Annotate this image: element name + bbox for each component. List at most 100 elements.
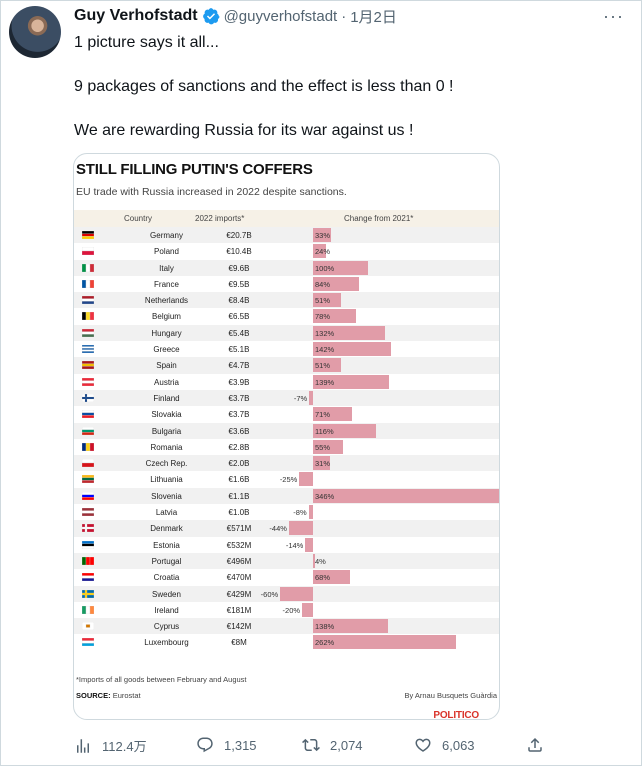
imports-cell: €5.4B bbox=[228, 328, 250, 338]
flag-icon bbox=[81, 442, 95, 452]
tweet-image[interactable]: STILL FILLING PUTIN'S COFFERS EU trade w… bbox=[73, 153, 500, 720]
imports-cell: €8.4B bbox=[228, 296, 250, 306]
table-row: Sweden €429M -60% bbox=[74, 585, 499, 602]
flag-icon bbox=[81, 328, 95, 337]
imports-cell: €9.5B bbox=[228, 279, 250, 289]
change-bar bbox=[313, 456, 330, 471]
flag-icon bbox=[81, 556, 95, 566]
imports-cell: €532M bbox=[226, 540, 252, 550]
change-bar bbox=[280, 586, 313, 601]
country-cell: Slovenia bbox=[151, 491, 182, 501]
share-button[interactable] bbox=[526, 736, 554, 754]
change-label: 4% bbox=[315, 556, 326, 566]
country-cell: Belgium bbox=[152, 312, 181, 322]
change-bar bbox=[313, 374, 390, 389]
country-cell: Greece bbox=[153, 345, 180, 355]
flag-icon bbox=[81, 279, 95, 289]
flag-icon bbox=[81, 573, 95, 582]
flag-icon bbox=[81, 459, 95, 468]
change-label: 346% bbox=[315, 491, 335, 501]
flag-icon bbox=[81, 296, 95, 305]
table-row: Denmark €571M -44% bbox=[74, 520, 499, 537]
imports-cell: €571M bbox=[226, 524, 252, 534]
country-cell: Austria bbox=[154, 377, 179, 387]
change-label: -14% bbox=[285, 540, 304, 550]
country-cell: Spain bbox=[156, 361, 177, 371]
flag-icon bbox=[81, 426, 95, 435]
change-label: 138% bbox=[315, 622, 335, 632]
tweet-header: Guy Verhofstadt @guyverhofstadt · 1月2日 bbox=[74, 6, 397, 26]
chart-byline: By Arnau Busquets Guàrdia bbox=[404, 691, 497, 700]
imports-cell: €5.1B bbox=[228, 345, 250, 355]
retweet-button[interactable]: 2,074 bbox=[302, 736, 363, 754]
change-label: -20% bbox=[282, 605, 301, 615]
flag-icon bbox=[81, 540, 95, 549]
table-row: Latvia €1.0B -8% bbox=[74, 504, 499, 520]
flag-icon bbox=[81, 605, 95, 614]
change-label: 51% bbox=[315, 361, 331, 371]
change-label: 51% bbox=[315, 296, 331, 306]
change-label: 100% bbox=[315, 263, 335, 273]
change-bar bbox=[313, 423, 377, 438]
imports-cell: €3.7B bbox=[228, 410, 250, 420]
table-row: Bulgaria €3.6B 116% bbox=[74, 422, 499, 439]
table-row: Spain €4.7B 51% bbox=[74, 357, 499, 374]
flag-icon bbox=[81, 230, 95, 240]
flag-icon bbox=[81, 475, 95, 484]
imports-cell: €1.6B bbox=[228, 475, 250, 485]
country-cell: Latvia bbox=[155, 508, 178, 518]
change-label: -25% bbox=[279, 475, 298, 485]
like-button[interactable]: 6,063 bbox=[414, 736, 475, 754]
avatar[interactable] bbox=[9, 6, 61, 58]
column-header-change: Change from 2021* bbox=[344, 214, 414, 223]
reply-count: 1,315 bbox=[224, 737, 257, 753]
change-bar bbox=[313, 619, 389, 634]
table-row: Hungary €5.4B 132% bbox=[74, 324, 499, 342]
views-button[interactable]: 112.4万 bbox=[74, 736, 147, 755]
tweet-date[interactable]: 1月2日 bbox=[350, 8, 397, 26]
country-cell: Finland bbox=[153, 393, 180, 403]
table-row: France €9.5B 84% bbox=[74, 276, 499, 292]
change-label: 71% bbox=[315, 410, 331, 420]
tweet-line-2: 9 packages of sanctions and the effect i… bbox=[74, 78, 454, 95]
change-bar bbox=[313, 439, 344, 454]
change-label: 55% bbox=[315, 442, 331, 452]
change-bar bbox=[313, 309, 356, 324]
author-name[interactable]: Guy Verhofstadt bbox=[74, 7, 198, 24]
country-cell: Croatia bbox=[153, 573, 180, 583]
imports-cell: €20.7B bbox=[226, 231, 252, 240]
imports-cell: €9.6B bbox=[228, 263, 250, 273]
country-cell: Denmark bbox=[150, 524, 183, 534]
retweet-icon bbox=[302, 738, 320, 752]
change-bar bbox=[302, 602, 313, 617]
more-icon[interactable]: ··· bbox=[603, 6, 624, 26]
table-row: Cyprus €142M 138% bbox=[74, 618, 499, 635]
country-cell: Bulgaria bbox=[151, 426, 182, 436]
imports-cell: €496M bbox=[226, 556, 252, 566]
chart-source: SOURCE: Eurostat bbox=[76, 691, 141, 700]
change-label: 132% bbox=[315, 328, 335, 338]
table-row: Belgium €6.5B 78% bbox=[74, 308, 499, 324]
imports-cell: €429M bbox=[226, 589, 252, 599]
tweet-line-3: We are rewarding Russia for its war agai… bbox=[74, 122, 414, 139]
country-cell: Italy bbox=[159, 263, 174, 273]
imports-cell: €2.8B bbox=[228, 442, 250, 452]
change-bar bbox=[313, 488, 499, 503]
flag-icon bbox=[81, 410, 95, 419]
imports-cell: €4.7B bbox=[228, 361, 250, 371]
change-bar bbox=[308, 505, 313, 520]
tweet-line-1: 1 picture says it all... bbox=[74, 34, 219, 51]
country-cell: Romania bbox=[150, 442, 183, 452]
flag-icon bbox=[81, 491, 95, 500]
table-row: Ireland €181M -20% bbox=[74, 602, 499, 618]
change-bar bbox=[313, 407, 352, 422]
flag-icon bbox=[81, 638, 95, 647]
table-row: Estonia €532M -14% bbox=[74, 537, 499, 553]
author-handle[interactable]: @guyverhofstadt bbox=[223, 7, 338, 25]
table-row: Italy €9.6B 100% bbox=[74, 259, 499, 276]
reply-button[interactable]: 1,315 bbox=[196, 736, 257, 754]
table-row: Slovakia €3.7B 71% bbox=[74, 406, 499, 422]
country-cell: Slovakia bbox=[151, 410, 182, 420]
country-cell: Netherlands bbox=[144, 296, 189, 306]
imports-cell: €6.5B bbox=[228, 312, 250, 322]
